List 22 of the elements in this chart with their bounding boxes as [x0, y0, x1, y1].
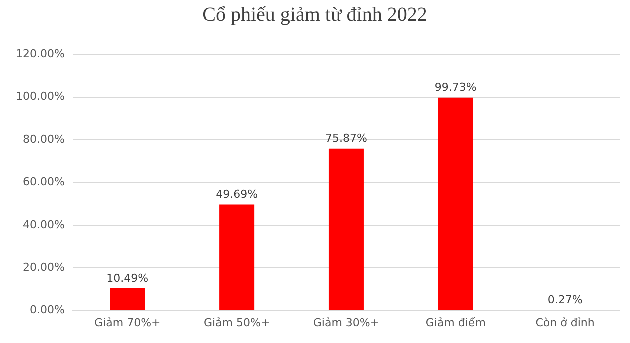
data-label: 99.73% — [434, 81, 477, 94]
y-tick-label: 60.00% — [22, 176, 65, 189]
data-label: 75.87% — [325, 132, 368, 146]
bar — [110, 288, 146, 310]
data-label: 49.69% — [216, 188, 258, 202]
data-label: 10.49% — [106, 272, 149, 285]
chart-title: Cổ phiếu giảm từ đỉnh 2022 — [202, 4, 428, 27]
y-tick-label: 120.00% — [16, 47, 65, 60]
bar — [220, 204, 255, 310]
y-tick-label: 0.00% — [30, 304, 65, 317]
y-tick-label: 100.00% — [16, 90, 65, 104]
data-label: 0.27% — [548, 294, 583, 307]
x-tick-label: Giảm điểm — [426, 316, 486, 330]
x-tick-label: Còn ở đỉnh — [536, 316, 595, 330]
bar — [438, 98, 474, 310]
x-tick-label: Giảm 50%+ — [204, 316, 270, 330]
bar — [328, 148, 364, 310]
x-tick-label: Giảm 70%+ — [94, 316, 161, 330]
y-tick-label: 20.00% — [22, 260, 65, 274]
x-tick-label: Giảm 30%+ — [313, 316, 380, 330]
y-tick-label: 40.00% — [22, 218, 65, 232]
y-tick-label: 80.00% — [22, 132, 65, 146]
